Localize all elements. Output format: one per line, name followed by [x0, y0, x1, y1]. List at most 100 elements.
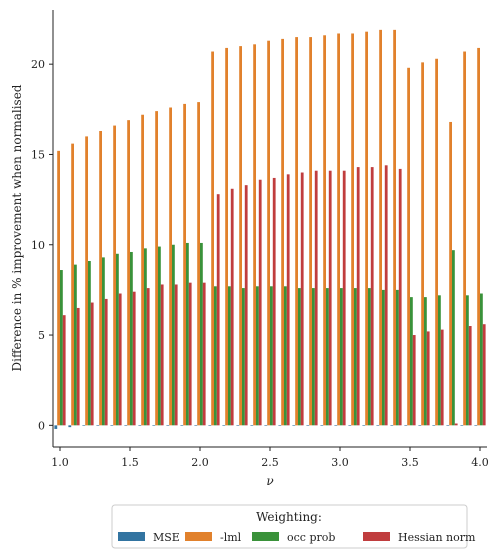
- bar-occ-prob-7: [158, 246, 161, 426]
- bar-hessian-norm-17: [300, 172, 304, 426]
- bar-mse-16: [278, 425, 282, 426]
- bar-lml-30: [477, 47, 480, 426]
- bar-hessian-norm-20: [342, 170, 346, 426]
- x-tick-label: 1.5: [121, 456, 139, 469]
- bar-lml-23: [379, 29, 382, 426]
- bar-lml-29: [463, 51, 466, 426]
- bar-lml-15: [267, 40, 270, 426]
- bar-occ-prob-17: [298, 288, 301, 426]
- bar-occ-prob-12: [228, 286, 231, 426]
- bar-lml-4: [113, 125, 116, 426]
- bar-lml-9: [183, 103, 186, 426]
- bar-hessian-norm-30: [482, 324, 486, 426]
- bar-mse-27: [432, 425, 436, 426]
- x-ticks-group: 1.0 1.5 2.0 2.5 3.0 3.5 4.0: [51, 447, 489, 469]
- bar-hessian-norm-13: [244, 185, 248, 426]
- bar-hessian-norm-5: [132, 291, 136, 426]
- y-axis-label: Difference in % improvement when normali…: [10, 84, 24, 371]
- bar-hessian-norm-21: [356, 167, 360, 426]
- bar-lml-13: [239, 46, 242, 426]
- bar-occ-prob-29: [466, 295, 469, 426]
- y-tick-label: 5: [38, 329, 45, 342]
- bar-hessian-norm-27: [440, 329, 444, 426]
- bar-lml-10: [197, 102, 200, 426]
- bar-mse-4: [110, 425, 114, 426]
- bar-lml-0: [57, 150, 60, 426]
- bar-hessian-norm-2: [90, 302, 94, 426]
- bar-hessian-norm-14: [258, 179, 262, 426]
- bar-mse-5: [124, 425, 128, 426]
- bar-lml-14: [253, 44, 256, 426]
- bar-mse-22: [362, 425, 366, 426]
- bar-mse-24: [390, 425, 394, 426]
- bar-occ-prob-5: [130, 251, 133, 426]
- bar-mse-28: [446, 425, 450, 426]
- bar-lml-19: [323, 35, 326, 426]
- bar-occ-prob-1: [74, 264, 77, 426]
- bar-hessian-norm-15: [272, 177, 276, 426]
- legend-label-hessian-norm: Hessian norm: [398, 531, 476, 544]
- bar-lml-8: [169, 107, 172, 426]
- bar-hessian-norm-23: [384, 165, 388, 426]
- bar-hessian-norm-10: [202, 282, 206, 426]
- bar-occ-prob-18: [312, 288, 315, 426]
- bar-hessian-norm-8: [174, 284, 178, 426]
- bar-occ-prob-0: [60, 270, 63, 426]
- bar-lml-25: [407, 67, 410, 426]
- bar-occ-prob-9: [186, 242, 189, 426]
- legend-swatch-occ-prob: [252, 532, 279, 541]
- y-tick-label: 0: [38, 419, 45, 432]
- bar-lml-5: [127, 120, 130, 426]
- bar-lml-17: [295, 37, 298, 426]
- bar-lml-24: [393, 29, 396, 426]
- legend-swatch-hessian-norm: [363, 532, 390, 541]
- bar-hessian-norm-19: [328, 170, 332, 426]
- bar-mse-19: [320, 425, 324, 426]
- bar-occ-prob-16: [284, 286, 287, 426]
- bar-lml-6: [141, 114, 144, 426]
- bar-hessian-norm-18: [314, 170, 318, 426]
- bar-lml-1: [71, 143, 74, 426]
- bar-mse-9: [180, 425, 184, 426]
- bar-lml-22: [365, 31, 368, 426]
- legend-swatch-mse: [118, 532, 145, 541]
- legend: Weighting: MSE -lml occ prob Hessian norm: [111, 504, 476, 549]
- bar-hessian-norm-28: [454, 423, 458, 426]
- bar-hessian-norm-12: [230, 188, 234, 426]
- bar-mse-17: [292, 425, 296, 426]
- y-ticks-group: 0 5 10 15 20: [31, 58, 53, 432]
- bar-occ-prob-11: [214, 286, 217, 426]
- bar-mse-25: [404, 425, 408, 426]
- bar-occ-prob-8: [172, 244, 175, 426]
- y-tick-label: 20: [31, 58, 45, 71]
- bar-lml-18: [309, 37, 312, 426]
- bar-occ-prob-26: [424, 297, 427, 426]
- bar-hessian-norm-7: [160, 284, 164, 426]
- bar-hessian-norm-9: [188, 282, 192, 426]
- bar-mse-21: [348, 425, 352, 426]
- bar-hessian-norm-11: [216, 194, 220, 426]
- bar-hessian-norm-29: [468, 326, 472, 426]
- bars-group: [54, 29, 486, 429]
- bar-lml-16: [281, 38, 284, 426]
- bar-occ-prob-2: [88, 261, 91, 426]
- bar-lml-20: [337, 33, 340, 426]
- bar-hessian-norm-24: [398, 168, 402, 426]
- bar-hessian-norm-26: [426, 331, 430, 426]
- bar-mse-23: [376, 425, 380, 426]
- bar-mse-18: [306, 425, 310, 426]
- legend-label-occ-prob: occ prob: [287, 531, 335, 544]
- bar-occ-prob-22: [368, 288, 371, 426]
- x-axis-label: ν: [266, 474, 273, 488]
- bar-mse-26: [418, 425, 422, 426]
- bar-occ-prob-23: [382, 289, 385, 426]
- bar-hessian-norm-6: [146, 288, 150, 426]
- bar-lml-7: [155, 111, 158, 426]
- bar-mse-15: [264, 425, 268, 426]
- bar-occ-prob-27: [438, 295, 441, 426]
- bar-occ-prob-14: [256, 286, 259, 426]
- bar-occ-prob-6: [144, 248, 147, 426]
- bar-hessian-norm-3: [104, 298, 108, 426]
- bar-mse-8: [166, 425, 170, 426]
- x-tick-label: 3.5: [401, 456, 419, 469]
